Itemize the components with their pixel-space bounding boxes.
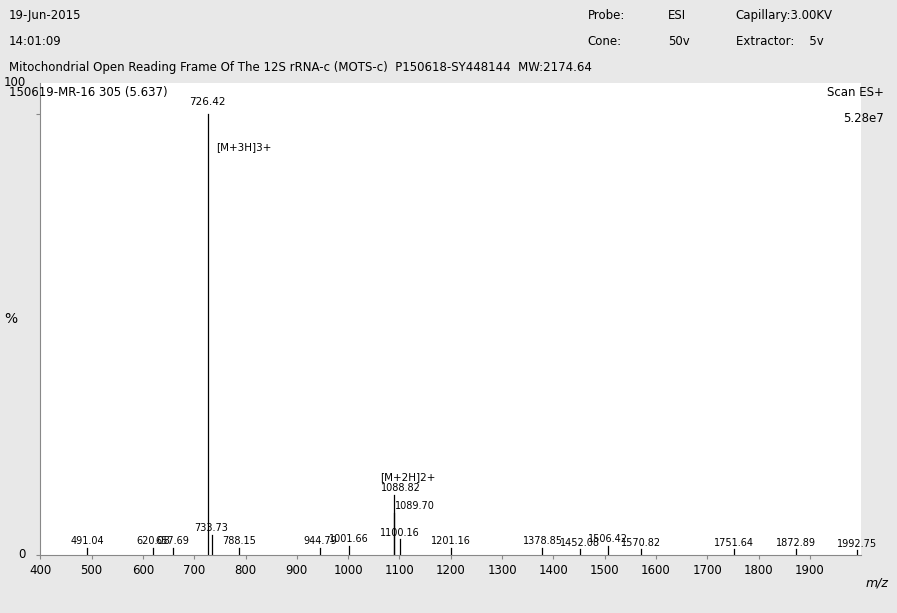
Text: 1872.89: 1872.89 — [776, 538, 816, 547]
Text: Mitochondrial Open Reading Frame Of The 12S rRNA-c (MOTS-c)  P150618-SY448144  M: Mitochondrial Open Reading Frame Of The … — [9, 61, 592, 74]
Text: 50v: 50v — [668, 35, 690, 48]
Text: 620.08: 620.08 — [136, 536, 170, 546]
Text: Capillary:3.00KV: Capillary:3.00KV — [736, 9, 832, 22]
Text: 1751.64: 1751.64 — [714, 538, 753, 547]
Text: Extractor:    5v: Extractor: 5v — [736, 35, 823, 48]
Text: 1089.70: 1089.70 — [396, 501, 435, 511]
Text: 0: 0 — [18, 548, 26, 562]
Text: 1088.82: 1088.82 — [380, 483, 421, 493]
Text: m/z: m/z — [866, 576, 888, 589]
Text: 788.15: 788.15 — [222, 536, 257, 546]
Text: 733.73: 733.73 — [195, 523, 229, 533]
Text: [M+3H]3+: [M+3H]3+ — [216, 142, 271, 152]
Text: Cone:: Cone: — [588, 35, 622, 48]
Text: [M+2H]2+: [M+2H]2+ — [380, 472, 436, 482]
Text: Probe:: Probe: — [588, 9, 625, 22]
Text: 1100.16: 1100.16 — [379, 528, 420, 538]
Text: 1001.66: 1001.66 — [329, 534, 369, 544]
Text: 1992.75: 1992.75 — [837, 539, 877, 549]
Text: 726.42: 726.42 — [189, 97, 226, 107]
Text: 1201.16: 1201.16 — [431, 536, 471, 546]
Text: Scan ES+: Scan ES+ — [827, 86, 884, 99]
Text: 944.79: 944.79 — [303, 536, 336, 546]
Text: 491.04: 491.04 — [70, 536, 104, 546]
Text: ESI: ESI — [668, 9, 686, 22]
Text: 5.28e7: 5.28e7 — [843, 112, 884, 125]
Text: 1452.08: 1452.08 — [560, 538, 600, 547]
Text: 1506.42: 1506.42 — [588, 534, 628, 544]
Text: 19-Jun-2015: 19-Jun-2015 — [9, 9, 82, 22]
Text: 1378.85: 1378.85 — [522, 536, 562, 546]
Text: 1570.82: 1570.82 — [621, 538, 661, 547]
Text: %: % — [4, 312, 17, 326]
Text: 657.69: 657.69 — [155, 536, 189, 546]
Text: 150619-MR-16 305 (5.637): 150619-MR-16 305 (5.637) — [9, 86, 168, 99]
Text: 14:01:09: 14:01:09 — [9, 35, 62, 48]
Text: 100: 100 — [4, 76, 26, 89]
